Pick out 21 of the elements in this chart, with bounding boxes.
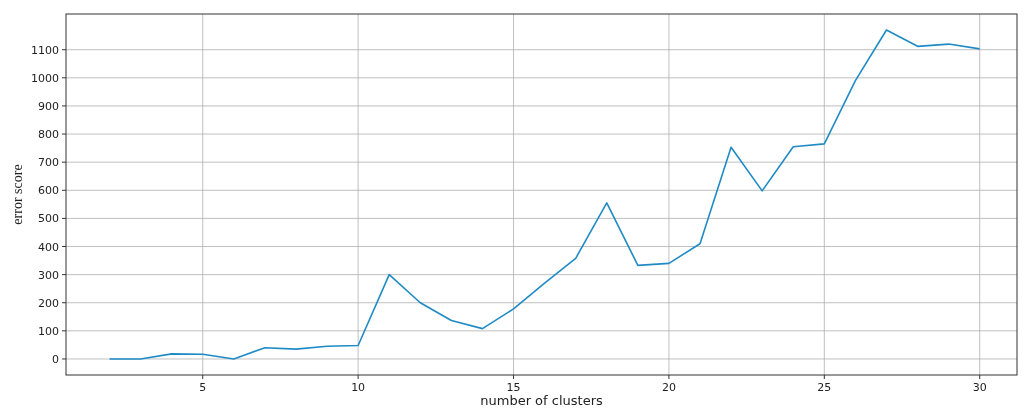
y-tick-label: 100 [38, 324, 59, 338]
y-tick-label: 900 [38, 99, 59, 113]
y-tick-label: 0 [52, 352, 59, 366]
x-tick-label: 30 [972, 381, 987, 394]
y-tick-label: 800 [38, 128, 59, 142]
x-tick-label: 10 [351, 381, 366, 394]
x-axis-title: number of clusters [480, 393, 603, 408]
x-tick-label: 20 [661, 381, 676, 394]
y-tick-label: 300 [38, 268, 59, 282]
x-tick-label: 25 [817, 381, 832, 394]
line-series [108, 29, 981, 360]
y-tick-label: 1000 [31, 71, 59, 85]
x-tick-label: 15 [506, 381, 521, 394]
y-tick-label: 700 [38, 156, 59, 170]
y-tick-label: 400 [38, 240, 59, 254]
y-tick-label: 1100 [31, 43, 59, 57]
y-tick-label: 200 [38, 296, 59, 310]
y-tick-label: 600 [38, 184, 59, 198]
y-axis-title: error score [10, 164, 25, 225]
x-tick-label: 5 [199, 381, 207, 394]
y-tick-label: 500 [38, 212, 59, 226]
